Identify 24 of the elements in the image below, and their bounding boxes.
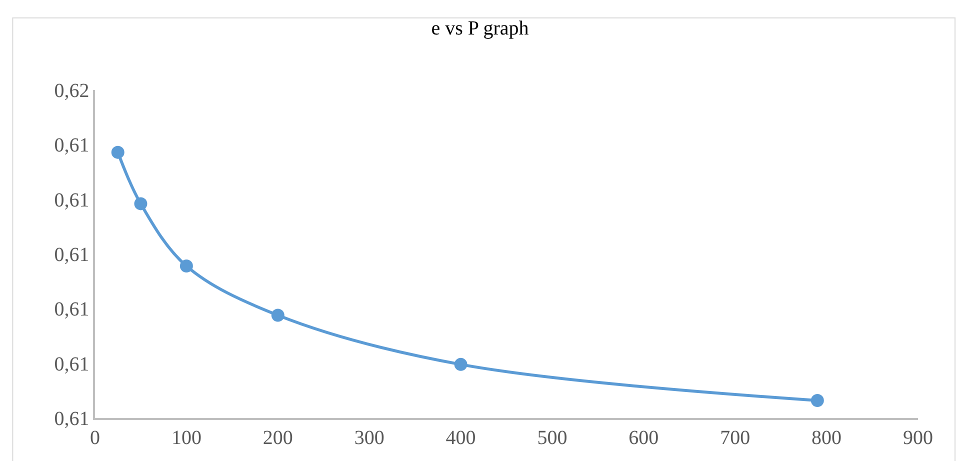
y-tick-label: 0,61 — [54, 353, 90, 376]
point — [134, 197, 148, 210]
x-tick-label: 900 — [903, 426, 933, 449]
chart-title: e vs P graph — [431, 18, 529, 40]
y-tick-label: 0,61 — [54, 134, 90, 157]
point — [454, 358, 468, 371]
y-tick-label: 0,61 — [54, 298, 90, 321]
point — [180, 260, 193, 273]
y-tick-label: 0,61 — [54, 408, 90, 430]
x-tick-label: 500 — [537, 426, 568, 449]
x-tick-label: 200 — [262, 426, 293, 449]
x-tick-label: 100 — [171, 426, 202, 449]
point — [810, 394, 824, 408]
x-tick-label: 0 — [90, 426, 100, 449]
y-tick-label: 0,61 — [54, 244, 90, 266]
y-tick-label: 0,61 — [54, 189, 90, 212]
x-tick-label: 600 — [628, 426, 659, 449]
x-tick-label: 800 — [812, 426, 842, 449]
y-tick-label: 0,62 — [54, 80, 90, 102]
x-tick-label: 400 — [446, 426, 476, 449]
x-tick-label: 700 — [720, 426, 750, 449]
point — [111, 146, 124, 159]
x-tick-label: 300 — [354, 426, 384, 449]
point — [271, 308, 284, 322]
